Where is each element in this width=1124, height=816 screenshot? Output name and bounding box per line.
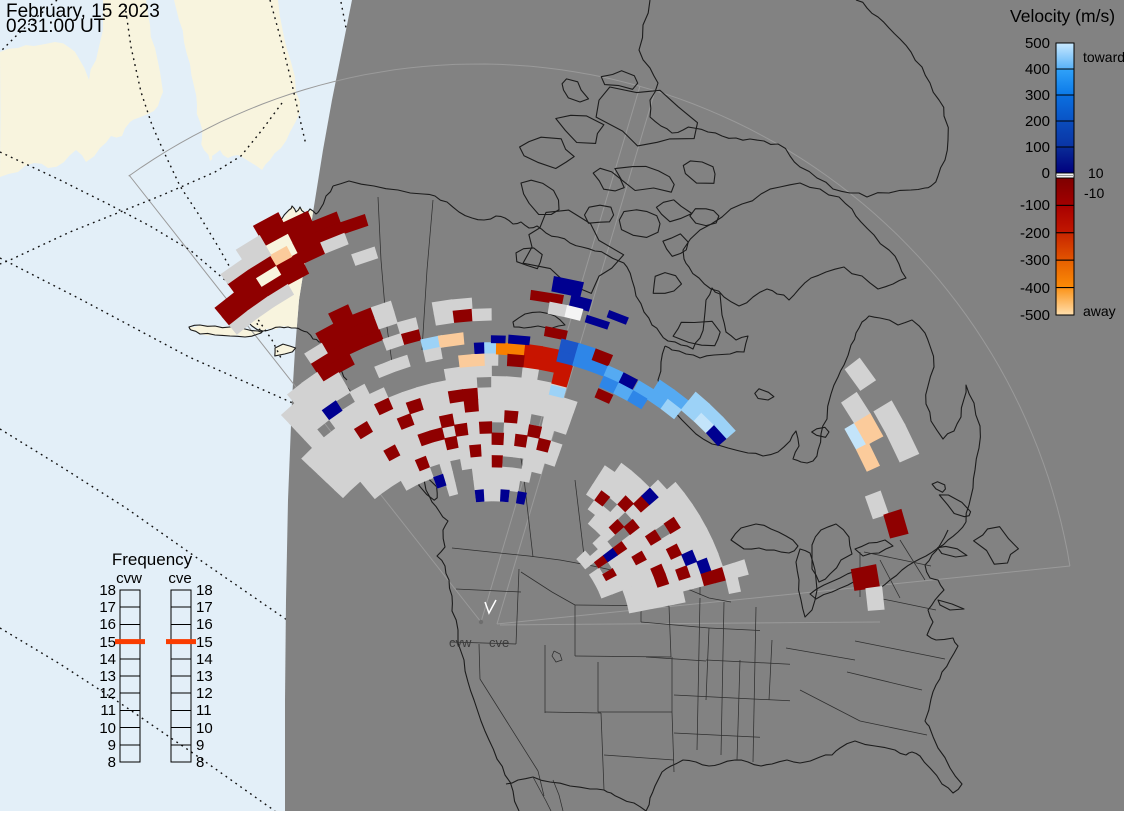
svg-text:0: 0 (1042, 165, 1050, 182)
svg-text:14: 14 (99, 651, 116, 668)
svg-text:8: 8 (196, 754, 204, 771)
svg-text:16: 16 (196, 616, 213, 633)
svg-text:toward: toward (1083, 49, 1124, 65)
svg-text:17: 17 (196, 599, 213, 616)
svg-text:200: 200 (1025, 113, 1050, 130)
svg-text:9: 9 (108, 737, 116, 754)
svg-text:10: 10 (1088, 165, 1104, 181)
svg-text:300: 300 (1025, 87, 1050, 104)
svg-text:11: 11 (100, 702, 116, 719)
svg-text:12: 12 (196, 685, 213, 702)
svg-text:500: 500 (1025, 35, 1050, 52)
svg-text:17: 17 (99, 599, 116, 616)
svg-text:-10: -10 (1084, 185, 1104, 201)
svg-text:13: 13 (99, 668, 116, 685)
svg-text:15: 15 (99, 634, 116, 651)
svg-text:February, 15 2023: February, 15 2023 (6, 1, 160, 22)
svg-text:-400: -400 (1020, 280, 1050, 297)
svg-text:100: 100 (1025, 139, 1050, 156)
svg-text:14: 14 (196, 651, 213, 668)
svg-text:18: 18 (99, 582, 116, 599)
svg-text:10: 10 (196, 720, 213, 737)
svg-text:8: 8 (108, 754, 116, 771)
svg-text:9: 9 (196, 737, 204, 754)
svg-text:-200: -200 (1020, 225, 1050, 242)
svg-text:12: 12 (99, 685, 116, 702)
svg-text:Frequency: Frequency (112, 550, 193, 569)
svg-text:15: 15 (196, 634, 213, 651)
svg-text:away: away (1083, 303, 1116, 319)
svg-text:cvw: cvw (116, 570, 142, 587)
svg-text:400: 400 (1025, 61, 1050, 78)
svg-text:Velocity (m/s): Velocity (m/s) (1010, 6, 1115, 26)
svg-text:cvw: cvw (449, 635, 472, 650)
svg-text:11: 11 (196, 702, 212, 719)
svg-text:18: 18 (196, 582, 213, 599)
svg-text:cve: cve (489, 635, 509, 650)
svg-text:-100: -100 (1020, 197, 1050, 214)
svg-text:13: 13 (196, 668, 213, 685)
svg-text:16: 16 (99, 616, 116, 633)
svg-text:10: 10 (99, 720, 116, 737)
svg-text:0231:00 UT: 0231:00 UT (6, 16, 106, 37)
svg-text:cve: cve (168, 570, 191, 587)
svg-text:-500: -500 (1020, 307, 1050, 324)
svg-text:-300: -300 (1020, 252, 1050, 269)
